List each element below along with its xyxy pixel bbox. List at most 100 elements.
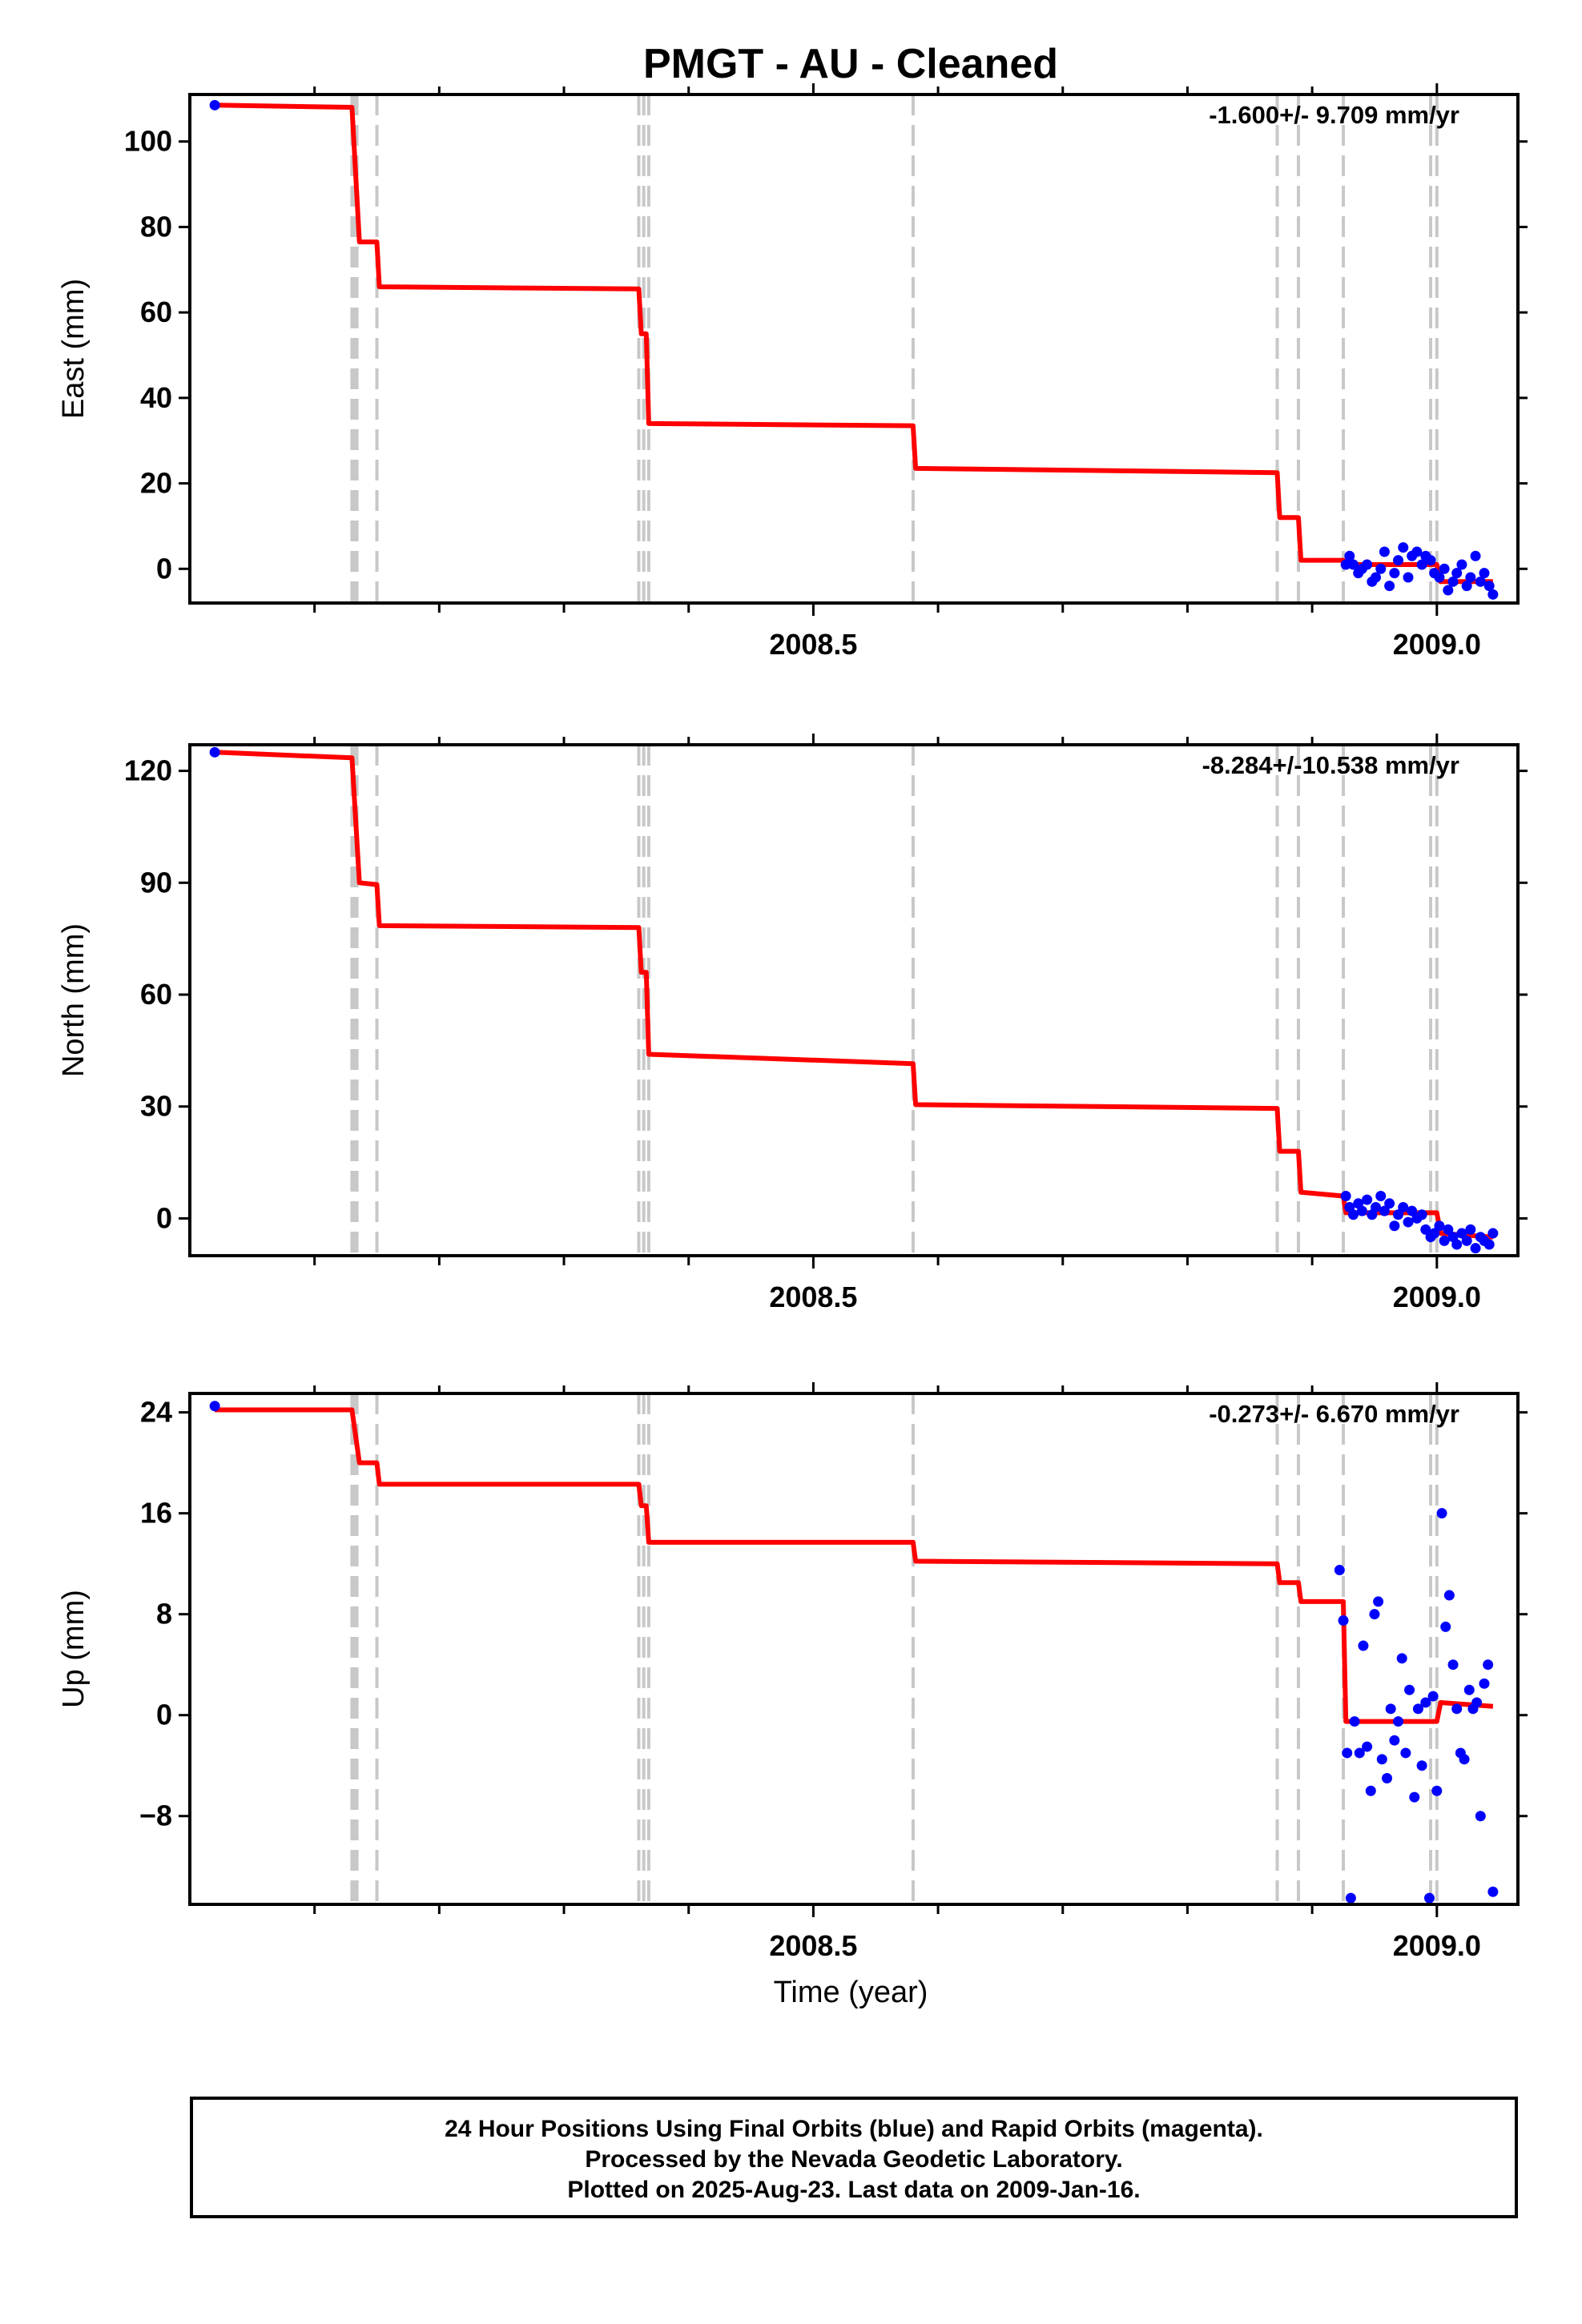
- y-tick-label: 0: [156, 552, 172, 585]
- y-tick-label: 30: [140, 1090, 172, 1123]
- caption-line-2: Processed by the Nevada Geodetic Laborat…: [585, 2146, 1123, 2173]
- data-point: [1470, 1243, 1481, 1254]
- data-point: [1407, 1205, 1418, 1216]
- x-tick-label: 2008.5: [769, 628, 857, 661]
- y-axis-title: North (mm): [57, 923, 91, 1077]
- data-point: [1384, 581, 1395, 592]
- data-point: [1393, 1716, 1404, 1727]
- data-point: [1465, 1224, 1476, 1235]
- model-line: [215, 103, 1493, 585]
- data-point: [209, 746, 220, 758]
- data-point: [1371, 1201, 1382, 1212]
- data-point: [1443, 585, 1454, 596]
- data-point: [1375, 563, 1387, 574]
- data-point: [1416, 559, 1427, 570]
- figure-title: PMGT - AU - Cleaned: [643, 41, 1058, 87]
- panel-2: 0 30 60 90 120 2008.5 2009.0 North (mm) -8.284+/…: [57, 734, 1528, 1313]
- data-point: [1423, 1892, 1435, 1904]
- y-tick-label: 120: [124, 754, 172, 787]
- model-line: [214, 750, 1494, 1240]
- y-tick-label: 20: [140, 467, 172, 500]
- data-point: [1483, 581, 1495, 592]
- data-point: [1447, 1659, 1459, 1671]
- data-point: [1409, 1791, 1420, 1803]
- data-point: [1434, 1220, 1445, 1232]
- data-point: [1479, 1678, 1490, 1689]
- data-point: [1356, 1205, 1367, 1216]
- y-tick-label: 0: [156, 1699, 172, 1731]
- data-point: [1362, 1741, 1373, 1752]
- data-point: [1459, 1754, 1470, 1765]
- data-point: [1487, 589, 1499, 600]
- data-point: [1398, 1201, 1409, 1212]
- data-point: [1354, 1747, 1365, 1759]
- data-point: [1487, 1228, 1499, 1239]
- model-line: [215, 1407, 1494, 1724]
- data-point: [1479, 568, 1490, 579]
- y-tick-label: 80: [140, 210, 172, 243]
- x-axis-title: Time (year): [774, 1976, 928, 2009]
- x-tick-label: 2009.0: [1393, 628, 1481, 661]
- data-point: [1348, 1209, 1359, 1220]
- data-point: [1470, 550, 1481, 561]
- panel-3: −8 0 8 16 24 2008.5 2009.0 Up (mm) -0.273+/- 6.6…: [57, 1382, 1528, 1962]
- data-point: [209, 99, 220, 111]
- data-point: [1403, 1216, 1414, 1228]
- data-point: [1340, 1190, 1351, 1201]
- data-point: [1451, 568, 1463, 579]
- data-point: [1371, 572, 1382, 583]
- data-point: [1342, 1747, 1353, 1759]
- data-point: [1382, 1772, 1393, 1783]
- y-tick-label: 60: [140, 296, 172, 328]
- data-point: [1373, 1596, 1384, 1607]
- data-point: [1487, 1886, 1499, 1897]
- data-point: [1447, 576, 1459, 587]
- data-point: [1475, 1811, 1486, 1822]
- x-tick-label: 2009.0: [1393, 1929, 1481, 1962]
- data-point: [1379, 546, 1390, 557]
- data-point: [1384, 1198, 1395, 1209]
- y-tick-label: 100: [124, 125, 172, 158]
- data-point: [1349, 1716, 1360, 1727]
- data-point: [1475, 576, 1486, 587]
- data-point: [1439, 1235, 1450, 1246]
- data-point: [1443, 1224, 1454, 1235]
- data-point: [1420, 1224, 1431, 1235]
- y-tick-label: 60: [140, 978, 172, 1011]
- data-point: [1461, 581, 1472, 592]
- data-point: [1461, 1235, 1472, 1246]
- y-tick-label: 90: [140, 866, 172, 899]
- data-point: [1338, 1615, 1349, 1626]
- caption-box: 24 Hour Positions Using Final Orbits (bl…: [190, 2097, 1518, 2218]
- plot-frame: [188, 743, 1520, 1257]
- data-point: [1379, 1205, 1390, 1216]
- data-point: [1358, 1640, 1369, 1651]
- data-point: [1389, 568, 1400, 579]
- data-point: [1436, 1508, 1447, 1519]
- x-tick-label: 2009.0: [1393, 1281, 1481, 1313]
- data-point: [1365, 1785, 1376, 1796]
- data-point: [1420, 1697, 1431, 1708]
- panel-1: 0 20 40 60 80 100 2008.5 2009.0 East (mm) -1.600+…: [57, 83, 1528, 661]
- data-point: [1334, 1565, 1345, 1576]
- y-tick-label: 8: [156, 1598, 172, 1630]
- data-point: [1416, 1209, 1427, 1220]
- data-point: [1463, 1684, 1475, 1695]
- plot-frame: [188, 1392, 1520, 1906]
- rate-label: -8.284+/-10.538 mm/yr: [1202, 751, 1459, 779]
- caption-line-1: 24 Hour Positions Using Final Orbits (bl…: [445, 2116, 1263, 2142]
- data-point: [1443, 1590, 1455, 1601]
- data-point: [1416, 1760, 1427, 1771]
- data-point: [1362, 1194, 1373, 1205]
- data-point: [1340, 559, 1351, 570]
- data-point: [1483, 1659, 1494, 1671]
- data-point: [1393, 1209, 1404, 1220]
- data-point: [1425, 555, 1436, 566]
- data-point: [1439, 563, 1450, 574]
- data-point: [1411, 546, 1423, 557]
- data-point: [1451, 1239, 1463, 1250]
- data-point: [1389, 1220, 1400, 1232]
- data-point: [1398, 542, 1409, 553]
- data-point: [1400, 1747, 1411, 1759]
